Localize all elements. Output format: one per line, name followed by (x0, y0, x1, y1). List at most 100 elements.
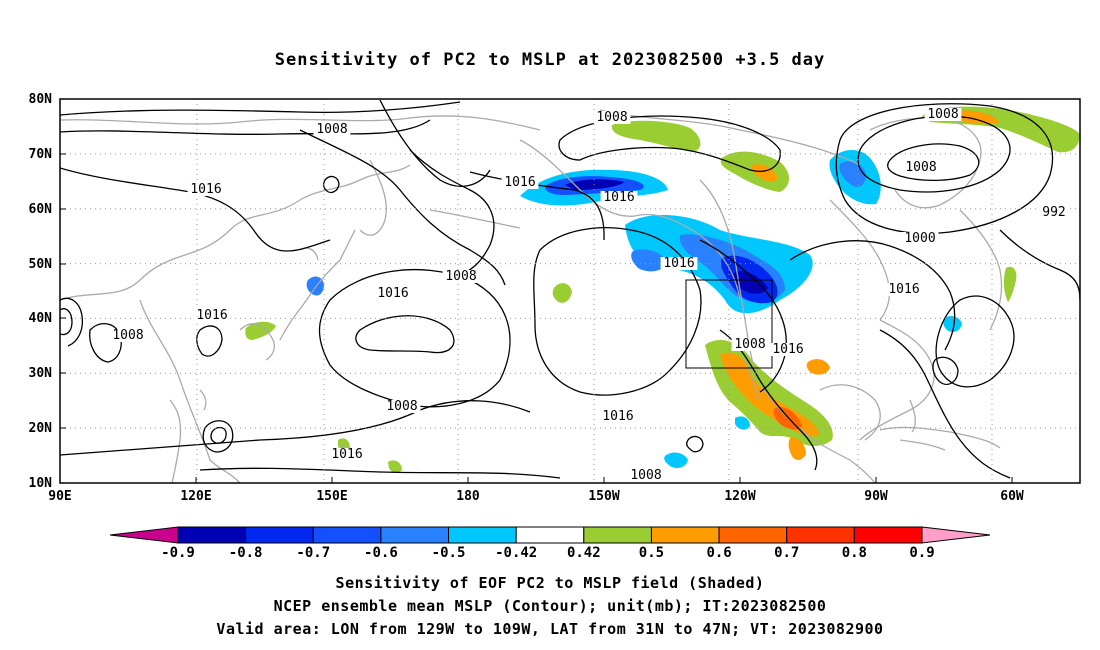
contour-label: 1016 (196, 308, 227, 323)
negative-patch-pacific-south (664, 452, 688, 468)
contour-1016-alaska (469, 171, 605, 241)
coast-korea (239, 323, 276, 361)
contour-label: 1008 (734, 337, 765, 352)
contour-1016-atlantic (999, 229, 1080, 301)
colorbar-tick-label: -0.9 (161, 545, 195, 561)
coast-central-america (849, 459, 876, 483)
negative-patch-atlantic (943, 316, 962, 332)
lon-label: 150W (588, 489, 619, 504)
contour-label: 1008 (445, 269, 476, 284)
colorbar-tick-label: -0.7 (296, 545, 330, 561)
contour-labels: 1008 1016 1016 1008 1016 1008 1016 1016 1008 1016… (109, 107, 1069, 483)
coast-japan (279, 229, 356, 341)
contour-label: 992 (1042, 205, 1065, 220)
coast-caribbean (879, 426, 1001, 449)
map-frame (59, 98, 1081, 484)
contour-label-bg (599, 410, 637, 423)
contour-1008-eastasia-1 (89, 323, 122, 363)
contour-label: 1016 (603, 190, 634, 205)
contour-typhoon-inner (210, 426, 227, 444)
contour-label: 1008 (905, 160, 936, 175)
chart-title: Sensitivity of PC2 to MSLP at 2023082500… (274, 50, 826, 70)
lat-label: 10N (29, 476, 53, 491)
negative-patch-bc (631, 249, 668, 272)
colorbar-box (448, 526, 517, 544)
contour-label: 1008 (596, 110, 627, 125)
colorbar-tick-label: 0.8 (842, 545, 867, 561)
lat-label: 40N (29, 311, 53, 326)
positive-patch-arctic-1 (611, 120, 701, 152)
coast-siberia (60, 115, 541, 131)
contour-label-bg (442, 270, 480, 283)
contour-small-low-3 (932, 356, 959, 385)
contour-small-low-2 (686, 435, 704, 453)
positive-patch-hawaii-n (338, 438, 350, 451)
contour-label-bg (600, 191, 638, 204)
lat-label: 50N (29, 257, 53, 272)
longitude-labels: 90E 120E 150E 180 150W 120W 90W 60W (48, 489, 1024, 504)
caption-line-3: Valid area: LON from 129W to 109W, LAT f… (216, 620, 884, 638)
coast-florida (909, 399, 916, 433)
colorbar-box (245, 526, 314, 544)
lon-label: 120E (180, 489, 211, 504)
colorbar-tick-label: 0.9 (909, 545, 934, 561)
contour-label-bg (187, 183, 225, 196)
contour-1008-south (199, 467, 561, 479)
colorbar-box (312, 526, 382, 544)
contour-1016-na (699, 239, 787, 393)
caption-line-1: Sensitivity of EOF PC2 to MSLP field (Sh… (335, 574, 765, 592)
colorbar-box (177, 526, 247, 544)
contour-1016-west (60, 167, 331, 252)
lat-label: 30N (29, 366, 53, 381)
contour-label: 1016 (331, 447, 362, 462)
colorbar-tick-label: 0.6 (706, 545, 731, 561)
coast-philippines (169, 399, 182, 483)
contour-label-bg (109, 329, 147, 342)
lat-label: 80N (29, 92, 53, 107)
coast-kamchatka (359, 159, 387, 236)
coast-china (139, 299, 241, 483)
contour-label-bg (902, 161, 940, 174)
contour-label: 1000 (904, 231, 935, 246)
positive-patch-hawaii (388, 460, 402, 473)
contour-label: 1008 (112, 328, 143, 343)
colorbar-box (853, 526, 923, 544)
contour-label-bg (383, 400, 421, 413)
colorbar-tick-label: -0.6 (364, 545, 398, 561)
contour-label-bg (593, 111, 631, 124)
negative-patch-alaska-deep (565, 179, 625, 190)
contour-label-bg (769, 343, 807, 356)
positive-patch-atlantic-east (1003, 266, 1017, 302)
contour-label-bg (924, 108, 962, 121)
lon-label: 150E (316, 489, 347, 504)
contour-1016-na-east (789, 240, 956, 351)
contour-1008-low (835, 103, 1054, 235)
contour-1016-south (60, 400, 531, 456)
contour-1008-mid (409, 149, 495, 277)
lat-label: 20N (29, 421, 53, 436)
contour-label: 1016 (190, 182, 221, 197)
contour-1000-low (857, 115, 1011, 193)
contour-label-bg (627, 469, 665, 482)
coast-cuba (899, 439, 946, 451)
contour-label-bg (1039, 206, 1069, 219)
axis-ticks (59, 98, 1013, 484)
contour-small-low-5 (60, 308, 73, 336)
coast-hudson (829, 199, 891, 321)
contour-label-bg (731, 338, 769, 351)
coast-aleutians (429, 209, 521, 229)
colorbar-tick-label: 0.5 (639, 545, 664, 561)
contour-992-low (887, 143, 980, 182)
contour-label-bg (328, 448, 366, 461)
contour-1016-subtropic (879, 329, 1011, 479)
latitude-labels: 80N 70N 60N 50N 40N 30N 20N 10N (29, 92, 53, 491)
positive-patch-pacific-mid (552, 283, 572, 303)
colorbar-tick-label: -0.42 (495, 545, 537, 561)
contour-label-bg (374, 287, 412, 300)
shaded-sensitivity (245, 106, 1080, 473)
colorbar-labels: -0.9 -0.8 -0.7 -0.6 -0.5 -0.42 0.42 0.5 0.6 0.7 0.… (161, 545, 935, 561)
negative-patch-mex (735, 416, 750, 430)
contour-label: 1016 (377, 286, 408, 301)
positive-patch-mex-south (788, 437, 806, 460)
colorbar-box (786, 526, 855, 544)
